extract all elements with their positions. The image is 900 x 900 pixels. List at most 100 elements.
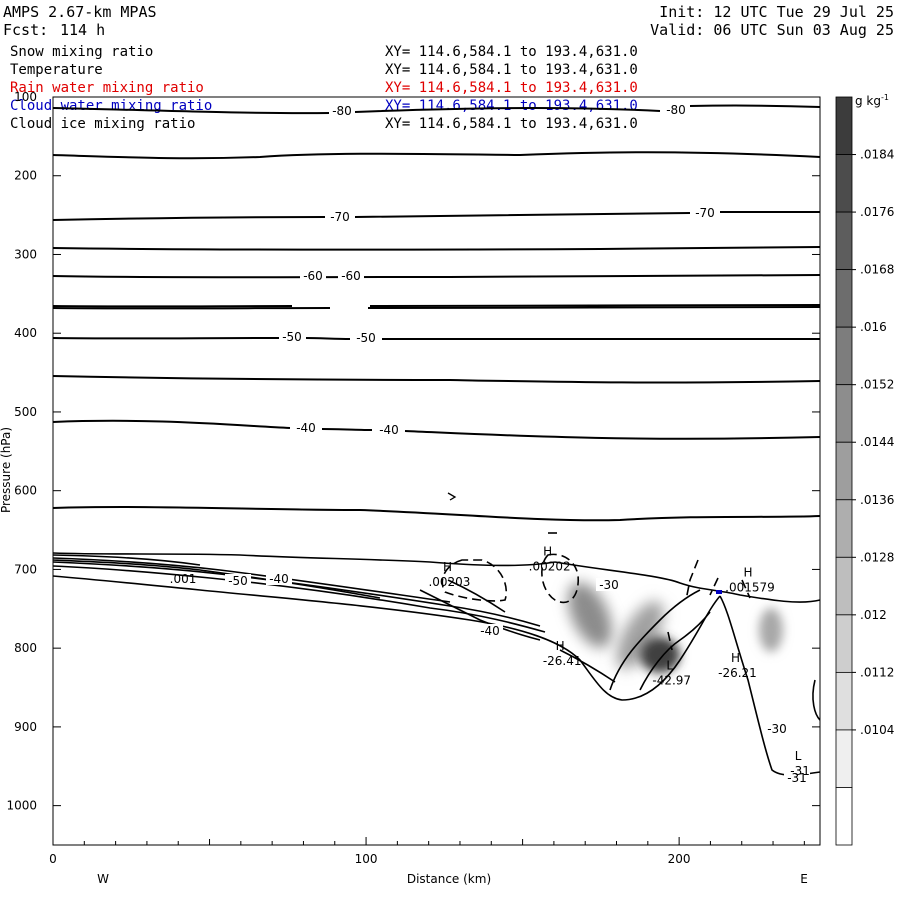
shading-blob [616, 601, 664, 669]
colorbar-swatch [835, 556, 853, 616]
temperature-label: -80 [332, 104, 352, 118]
temperature-label: -30 [767, 722, 787, 736]
colorbar-swatch [835, 384, 853, 443]
colorbar-swatch [835, 499, 853, 558]
colorbar-label: .0168 [860, 263, 894, 277]
snow-contour [685, 559, 699, 601]
extremum-value: -42.97 [652, 674, 691, 688]
terrain-contour [52, 554, 201, 566]
colorbar-swatch [835, 96, 853, 155]
terrain-contour [52, 575, 721, 701]
temperature-label: -50 [282, 330, 302, 344]
colorbar-swatch [835, 211, 853, 271]
terrain-contour [812, 679, 821, 721]
colorbar-label: .0152 [860, 378, 894, 392]
x-axis-title: Distance (km) [407, 872, 491, 886]
terrain-contour [609, 589, 701, 691]
colorbar-swatch [835, 269, 853, 328]
plot-frame [52, 96, 821, 846]
shading-blob [759, 608, 783, 652]
y-tick-label: 900 [14, 720, 37, 734]
colorbar-swatch [835, 671, 853, 731]
isotherm-line [52, 375, 821, 384]
init-time: Init: 12 UTC Tue 29 Jul 25 [659, 3, 894, 21]
temperature-label: -40 [379, 423, 399, 437]
label-mask [329, 104, 355, 117]
shading-blob [567, 582, 613, 648]
temperature-label: -70 [330, 210, 350, 224]
isotherm-line [52, 274, 821, 279]
legend-name-cloud-ice: Cloud ice mixing ratio [10, 116, 196, 132]
isotherm-line [52, 104, 821, 115]
y-tick-label: 300 [14, 247, 37, 261]
colorbar-label: .0104 [860, 723, 894, 737]
isotherm-line [52, 306, 821, 310]
label-mask [300, 269, 326, 282]
mixing-ratio-shading [567, 582, 783, 673]
extremum-marker: L [795, 749, 802, 763]
label-mask [225, 574, 251, 587]
label-mask [784, 771, 810, 784]
x-axis: 0 100 200 [49, 837, 805, 866]
label-mask [596, 578, 622, 591]
colorbar: g kg-1 .0184 .0176 .0168 .016 .0152 .0144 .013… [835, 93, 894, 846]
temperature-label: -40 [269, 572, 289, 586]
extremum-value: -26.41 [543, 654, 582, 668]
y-tick-label: 400 [14, 326, 37, 340]
colorbar-label: .016 [860, 320, 887, 334]
extremum-value: -26.21 [718, 666, 757, 680]
isotherm-line [52, 210, 820, 221]
colorbar-label: .0184 [860, 148, 894, 162]
snow-contour [709, 577, 719, 596]
colorbar-unit: g kg-1 [855, 93, 889, 108]
east-label: E [800, 872, 808, 886]
temperature-label: -50 [356, 331, 376, 345]
terrain-contour [52, 561, 541, 627]
label-mask [376, 423, 402, 436]
extremum-value: .00202 [529, 559, 571, 573]
small-contour [447, 492, 457, 501]
label-mask [692, 206, 718, 219]
model-title: AMPS 2.67-km MPAS [3, 3, 157, 21]
label-mask [293, 421, 319, 434]
snow-contours [441, 532, 751, 651]
temperature-label: -80 [666, 103, 686, 117]
colorbar-swatch [835, 154, 853, 213]
x-tick-label: 200 [668, 852, 691, 866]
colorbar-label: .012 [860, 608, 887, 622]
isotherm-line [52, 246, 821, 251]
temperature-label: -70 [695, 206, 715, 220]
colorbar-label: .0112 [860, 665, 894, 679]
forecast-label: Fcst: [3, 21, 49, 39]
terrain-contour [559, 649, 616, 683]
legend-name-rain: Rain water mixing ratio [10, 80, 204, 96]
label-mask [266, 572, 292, 585]
y-tick-label: 1000 [6, 799, 37, 813]
label-mask [663, 103, 689, 116]
snow-contour [667, 631, 673, 651]
legend-xy-cloud-ice: XY= 114.6,584.1 to 193.4,631.0 [385, 116, 638, 132]
isotherm-line [52, 304, 821, 308]
terrain-contour [52, 557, 451, 603]
isotherm-line [52, 552, 821, 603]
colorbar-swatch [835, 729, 853, 788]
terrain-contour [447, 579, 506, 613]
extremum-marker: H [543, 544, 552, 558]
isotherm-line [52, 151, 821, 160]
terrain-contour [639, 611, 711, 691]
legend-xy-rain: XY= 114.6,584.1 to 193.4,631.0 [385, 80, 638, 96]
colorbar-swatch [835, 441, 853, 501]
extremum-marker: H [743, 566, 752, 580]
temperature-label: -40 [480, 624, 500, 638]
extremum-marker: H [556, 639, 565, 653]
extremum-value: .00203 [428, 575, 470, 589]
label-mask [279, 330, 305, 343]
extremum-value: .001579 [725, 581, 775, 595]
snow-contour [541, 553, 580, 604]
temperature-label: -50 [228, 574, 248, 588]
y-tick-label: 600 [14, 484, 37, 498]
isotherm-line [52, 419, 821, 440]
terrain-contour [52, 565, 546, 633]
temperature-labels: -80 -80 -70 -70 -60 -60 -50 -50 -40 -40 -30 -40 -50 -… [170, 103, 810, 785]
